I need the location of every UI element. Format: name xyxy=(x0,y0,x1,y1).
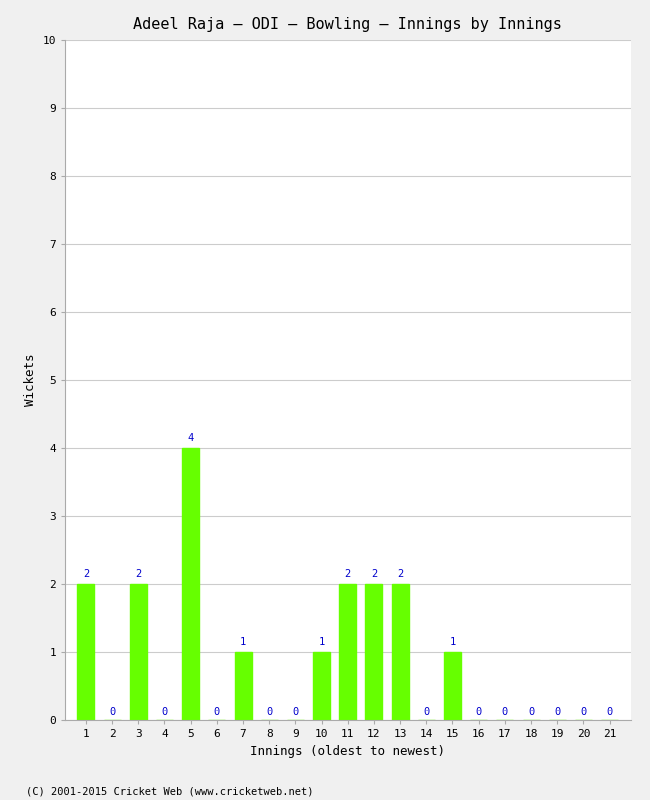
Text: 0: 0 xyxy=(161,706,168,717)
Text: 0: 0 xyxy=(423,706,430,717)
Text: 0: 0 xyxy=(554,706,560,717)
Text: 0: 0 xyxy=(502,706,508,717)
Y-axis label: Wickets: Wickets xyxy=(24,354,37,406)
Text: 1: 1 xyxy=(318,638,325,647)
Text: 0: 0 xyxy=(109,706,115,717)
Text: 4: 4 xyxy=(188,434,194,443)
Text: 1: 1 xyxy=(449,638,456,647)
Text: 0: 0 xyxy=(214,706,220,717)
Text: 2: 2 xyxy=(83,570,89,579)
Bar xyxy=(313,652,330,720)
Bar xyxy=(444,652,461,720)
Text: 2: 2 xyxy=(370,570,377,579)
X-axis label: Innings (oldest to newest): Innings (oldest to newest) xyxy=(250,745,445,758)
Bar xyxy=(130,584,147,720)
Bar xyxy=(77,584,94,720)
Text: 0: 0 xyxy=(266,706,272,717)
Text: 2: 2 xyxy=(344,570,351,579)
Bar xyxy=(365,584,382,720)
Text: (C) 2001-2015 Cricket Web (www.cricketweb.net): (C) 2001-2015 Cricket Web (www.cricketwe… xyxy=(26,786,313,796)
Text: 0: 0 xyxy=(580,706,586,717)
Bar xyxy=(235,652,252,720)
Text: 0: 0 xyxy=(606,706,613,717)
Title: Adeel Raja – ODI – Bowling – Innings by Innings: Adeel Raja – ODI – Bowling – Innings by … xyxy=(133,17,562,32)
Bar xyxy=(182,448,199,720)
Text: 2: 2 xyxy=(135,570,142,579)
Text: 0: 0 xyxy=(528,706,534,717)
Bar xyxy=(339,584,356,720)
Text: 1: 1 xyxy=(240,638,246,647)
Text: 0: 0 xyxy=(292,706,298,717)
Text: 0: 0 xyxy=(476,706,482,717)
Bar xyxy=(391,584,409,720)
Text: 2: 2 xyxy=(397,570,403,579)
